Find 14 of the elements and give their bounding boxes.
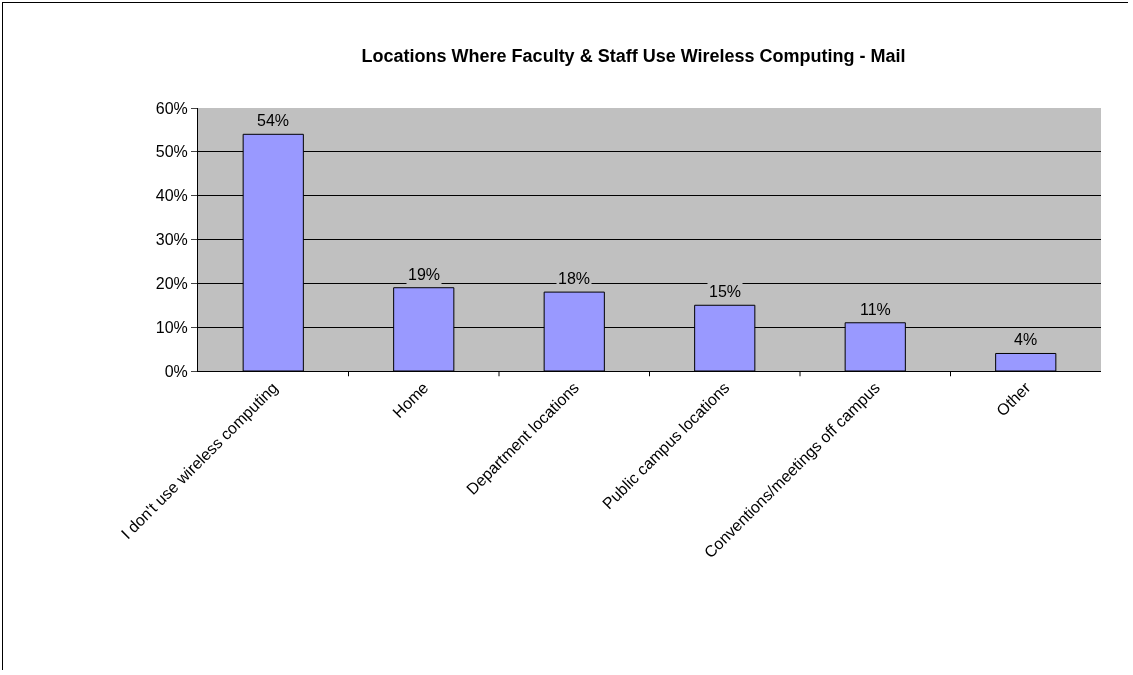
data-label: 4% (1014, 331, 1038, 348)
y-tick-label: 10% (155, 318, 188, 336)
data-label: 11% (860, 301, 891, 318)
y-tick-label: 40% (155, 187, 188, 205)
data-label: 19% (408, 266, 441, 283)
y-tick-label: 30% (155, 231, 188, 249)
chart-title: Locations Where Faculty & Staff Use Wireless Computing - Mail (361, 46, 906, 67)
y-tick-label: 0% (164, 362, 188, 380)
y-tick-label: 20% (155, 274, 188, 292)
data-label: 54% (257, 112, 290, 129)
data-label: 18% (558, 270, 591, 287)
data-label: 15% (709, 283, 742, 300)
y-tick-label: 60% (155, 99, 188, 117)
y-tick-label: 50% (155, 143, 188, 161)
